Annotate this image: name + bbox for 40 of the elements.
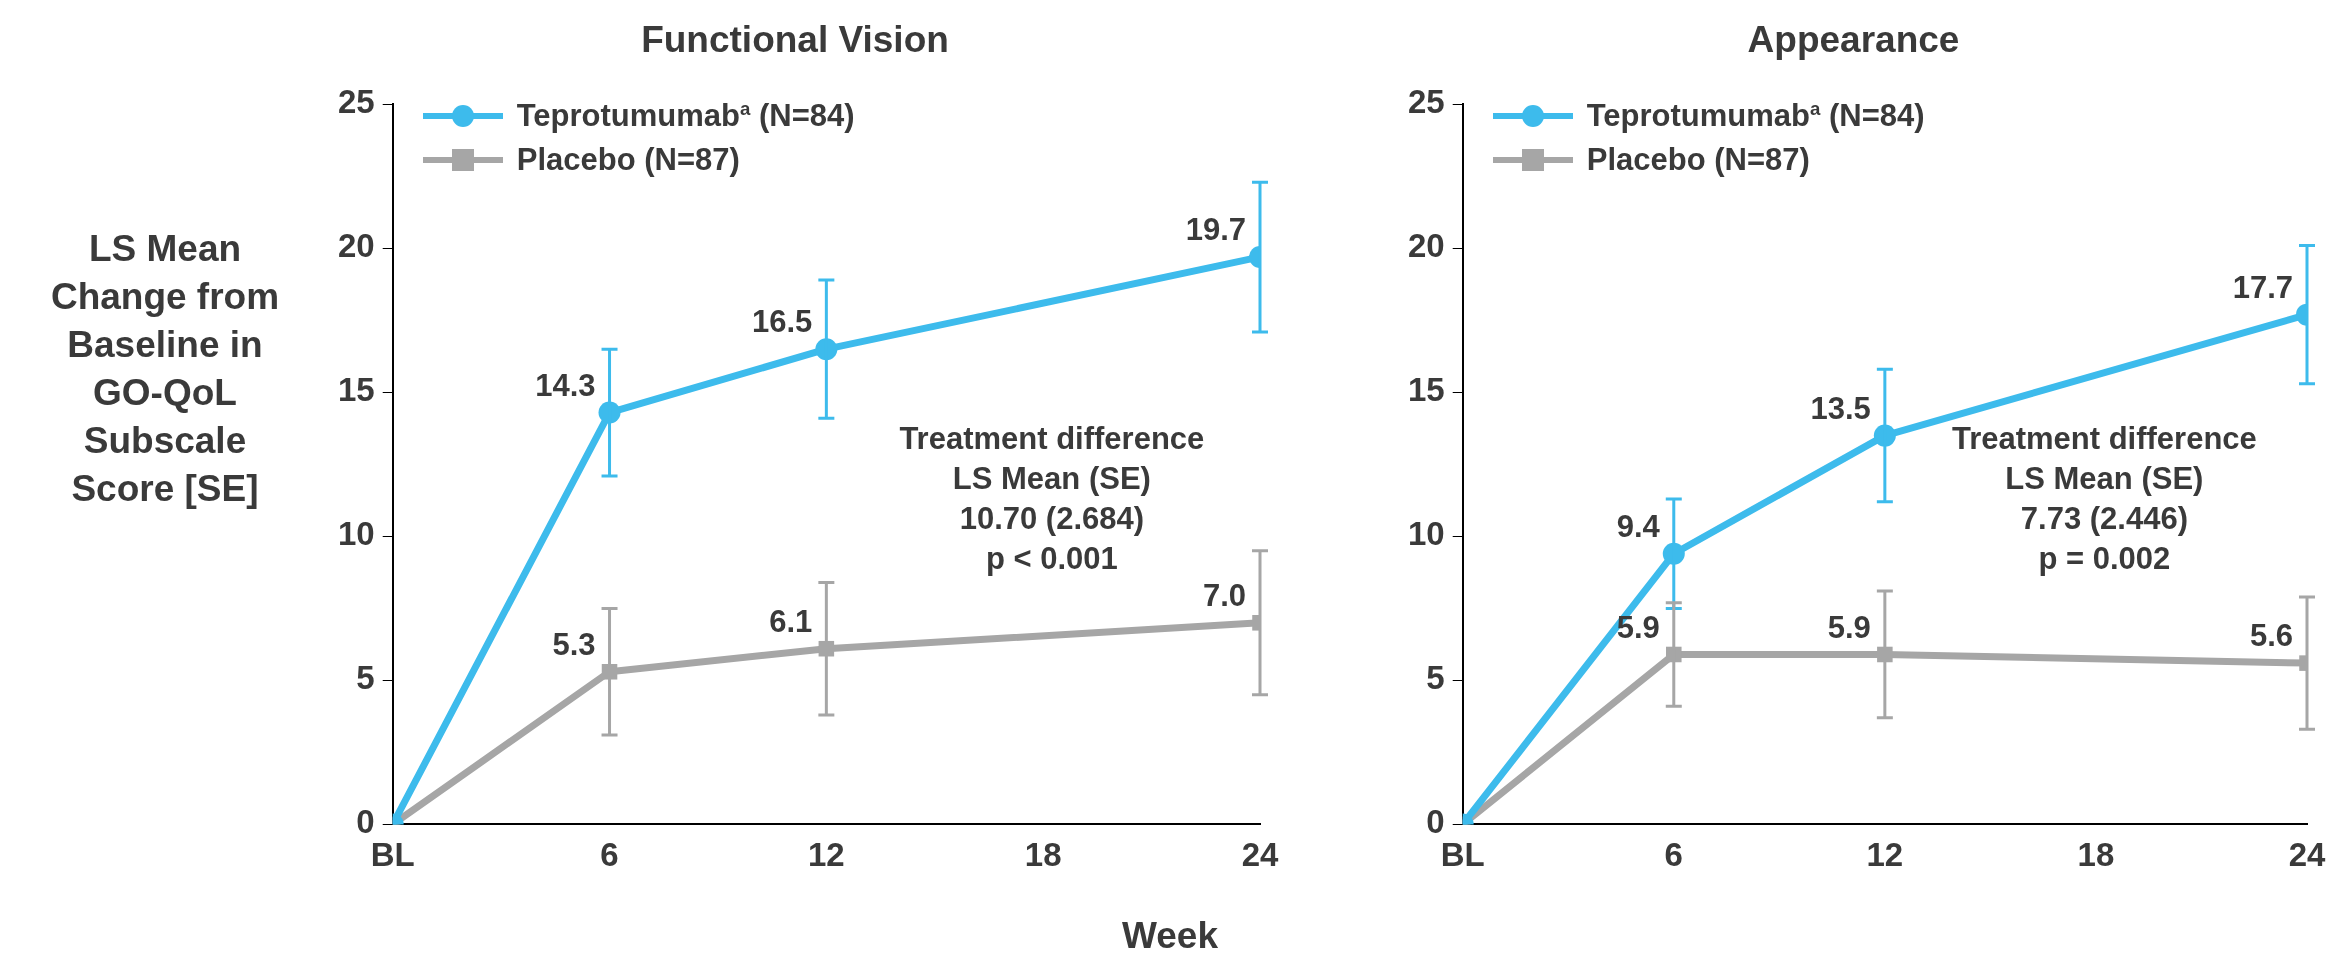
- data-label: 5.6: [2249, 618, 2293, 654]
- data-label: 5.9: [1616, 609, 1660, 645]
- y-tick-label: 10: [337, 515, 375, 553]
- y-tick-label: 15: [1407, 371, 1445, 409]
- y-axis-title: LS Mean Change from Baseline in GO-QoL Subscale Score [SE]: [49, 227, 281, 511]
- annotation: Treatment difference LS Mean (SE) 10.70 (2.684) p < 0.001: [899, 420, 1205, 576]
- data-label: 14.3: [535, 367, 596, 403]
- x-axis-title: Week: [1121, 915, 1219, 957]
- x-tick-label: 12: [807, 836, 845, 874]
- annotation: Treatment difference LS Mean (SE) 7.73 (2.446) p = 0.002: [1951, 420, 2257, 576]
- data-label: 6.1: [769, 603, 813, 639]
- data-label: 13.5: [1810, 390, 1871, 426]
- y-tick-label: 5: [356, 659, 375, 697]
- x-tick-label: 6: [1664, 836, 1683, 874]
- y-tick-label: 25: [1407, 83, 1445, 121]
- y-tick-label: 20: [337, 227, 375, 265]
- y-tick-label: 20: [1407, 227, 1445, 265]
- x-tick-label: 12: [1866, 836, 1904, 874]
- legend-label: Placebo (N=87): [516, 142, 740, 179]
- data-label: 9.4: [1616, 508, 1661, 544]
- legend-label: Placebo (N=87): [1586, 142, 1810, 179]
- y-tick-label: 10: [1407, 515, 1445, 553]
- legend-label: Teprotumumab$^{a}$ (N=84): [516, 98, 855, 135]
- y-tick-label: 15: [337, 371, 375, 409]
- x-tick-label: 24: [1241, 836, 1279, 874]
- x-tick-label: 18: [1024, 836, 1062, 874]
- y-tick-label: 5: [1426, 659, 1445, 697]
- legend-label: Teprotumumab$^{a}$ (N=84): [1586, 98, 1925, 135]
- chart-title: Appearance: [1747, 19, 1960, 61]
- data-label: 7.0: [1202, 577, 1246, 613]
- x-tick-label: 24: [2288, 836, 2326, 874]
- y-tick-label: 25: [337, 83, 375, 121]
- data-label: 17.7: [2232, 269, 2293, 305]
- data-label: 19.7: [1185, 212, 1246, 248]
- data-label: 16.5: [752, 304, 813, 340]
- x-tick-label: 6: [600, 836, 619, 874]
- data-label: 5.9: [1827, 609, 1871, 645]
- data-label: 5.3: [552, 626, 596, 662]
- x-tick-label: 18: [2077, 836, 2115, 874]
- chart-title: Functional Vision: [641, 19, 949, 61]
